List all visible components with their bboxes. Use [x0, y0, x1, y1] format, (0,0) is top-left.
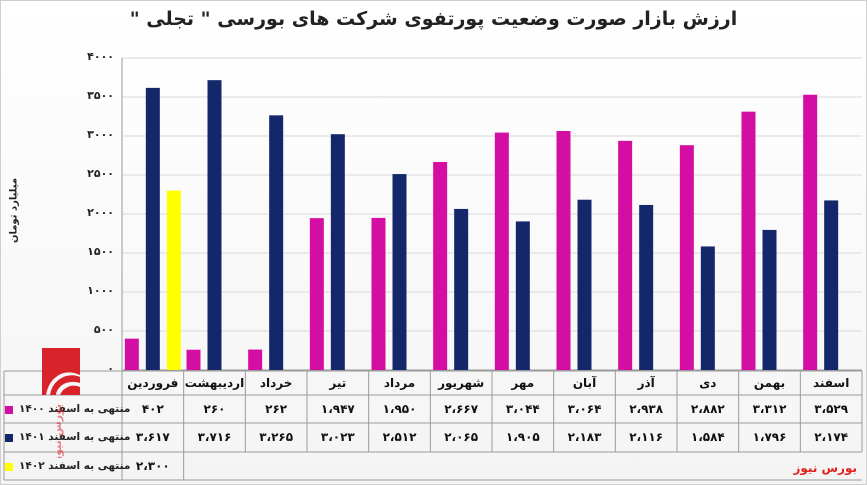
bar-1 [309, 218, 324, 370]
bar-1 [494, 132, 509, 370]
bar-2 [762, 229, 777, 370]
data-label: ۱،۹۴۷ [320, 402, 355, 416]
bar-1 [186, 349, 201, 370]
data-label: ۱،۹۵۰ [382, 402, 417, 416]
data-label: ۳،۰۲۳ [320, 430, 355, 444]
category-label: اسفند [812, 376, 850, 390]
bar-2 [700, 246, 715, 370]
data-label: ۳،۲۶۵ [259, 430, 294, 444]
svg-text:بورس نیوز: بورس نیوز [51, 404, 64, 458]
data-label: ۱،۵۸۴ [690, 430, 725, 444]
data-label: ۲،۸۸۲ [690, 402, 725, 416]
y-tick-label: ۱۰۰۰ [87, 284, 114, 297]
bar-2 [269, 115, 284, 370]
legend-swatch [5, 406, 13, 414]
bar-2 [824, 200, 839, 370]
category-label: مهر [511, 376, 535, 390]
category-label: خرداد [259, 376, 293, 390]
y-tick-label: ۳۰۰۰ [87, 128, 114, 141]
data-label: ۴۰۲ [141, 402, 164, 416]
bar-2 [145, 87, 160, 371]
data-label: ۳،۳۱۲ [752, 402, 787, 416]
bar-1 [433, 161, 448, 370]
y-tick-label: ۰ [107, 362, 114, 375]
bar-3 [166, 190, 181, 370]
legend-swatch [5, 463, 13, 471]
category-label: آذر [637, 376, 655, 390]
legend-label: منتهی به اسفند ۱۴۰۲ [19, 460, 131, 472]
bar-2 [207, 80, 222, 370]
category-label: فروردین [127, 376, 179, 390]
bar-2 [454, 208, 469, 370]
data-label: ۲،۶۶۷ [444, 402, 479, 416]
category-label: دی [699, 376, 717, 390]
category-label: اردیبهشت [184, 376, 245, 390]
bar-1 [679, 145, 694, 370]
data-label: ۲،۹۳۸ [629, 402, 664, 416]
data-label: ۳،۵۲۹ [814, 402, 849, 416]
y-tick-label: ۱۵۰۰ [87, 245, 114, 258]
y-tick-label: ۵۰۰ [93, 323, 114, 336]
category-label: شهریور [438, 376, 485, 390]
y-tick-label: ۴۰۰۰ [87, 50, 114, 63]
bar-1 [371, 217, 386, 370]
category-label: تیر [329, 376, 347, 390]
data-label: ۲،۳۰۰ [135, 459, 170, 473]
bar-2 [577, 199, 592, 370]
bar-1 [618, 140, 633, 370]
bar-1 [803, 94, 818, 370]
y-tick-label: ۲۰۰۰ [87, 206, 114, 219]
legend-label: منتهی به اسفند ۱۴۰۰ [19, 403, 131, 415]
source-label: بورس نیوز [793, 461, 857, 475]
bar-1 [124, 338, 139, 370]
bar-2 [330, 134, 345, 370]
bar-1 [741, 111, 756, 370]
y-tick-label: ۳۵۰۰ [87, 89, 114, 102]
data-label: ۱،۷۹۶ [752, 430, 787, 444]
bar-2 [639, 204, 654, 370]
category-label: مرداد [383, 376, 416, 390]
data-label: ۳،۰۴۴ [505, 402, 540, 416]
data-label: ۱،۹۰۵ [505, 430, 540, 444]
data-label: ۳،۰۶۴ [567, 402, 602, 416]
data-label: ۲،۵۱۲ [382, 430, 417, 444]
y-tick-label: ۲۵۰۰ [87, 167, 114, 180]
bar-2 [515, 221, 530, 370]
legend-label: منتهی به اسفند ۱۴۰۱ [19, 431, 131, 443]
data-label: ۲،۱۱۶ [629, 430, 664, 444]
data-label: ۲،۰۶۵ [444, 430, 479, 444]
chart-title: ارزش بازار صورت وضعیت پورتفوی شرکت های ب… [129, 8, 738, 30]
data-label: ۳،۶۱۷ [135, 430, 170, 444]
data-label: ۲۶۲ [265, 402, 288, 416]
data-label: ۳،۷۱۶ [197, 430, 232, 444]
category-label: آبان [572, 376, 597, 390]
data-label: ۲۶۰ [203, 402, 226, 416]
bourse-news-logo: بورس نیوز [42, 348, 80, 458]
bar-1 [248, 349, 263, 370]
data-label: ۲،۱۷۴ [814, 430, 849, 444]
legend-swatch [5, 434, 13, 442]
category-label: بهمن [753, 376, 786, 390]
bar-2 [392, 174, 407, 370]
data-label: ۲،۱۸۳ [567, 430, 602, 444]
bar-1 [556, 131, 571, 370]
